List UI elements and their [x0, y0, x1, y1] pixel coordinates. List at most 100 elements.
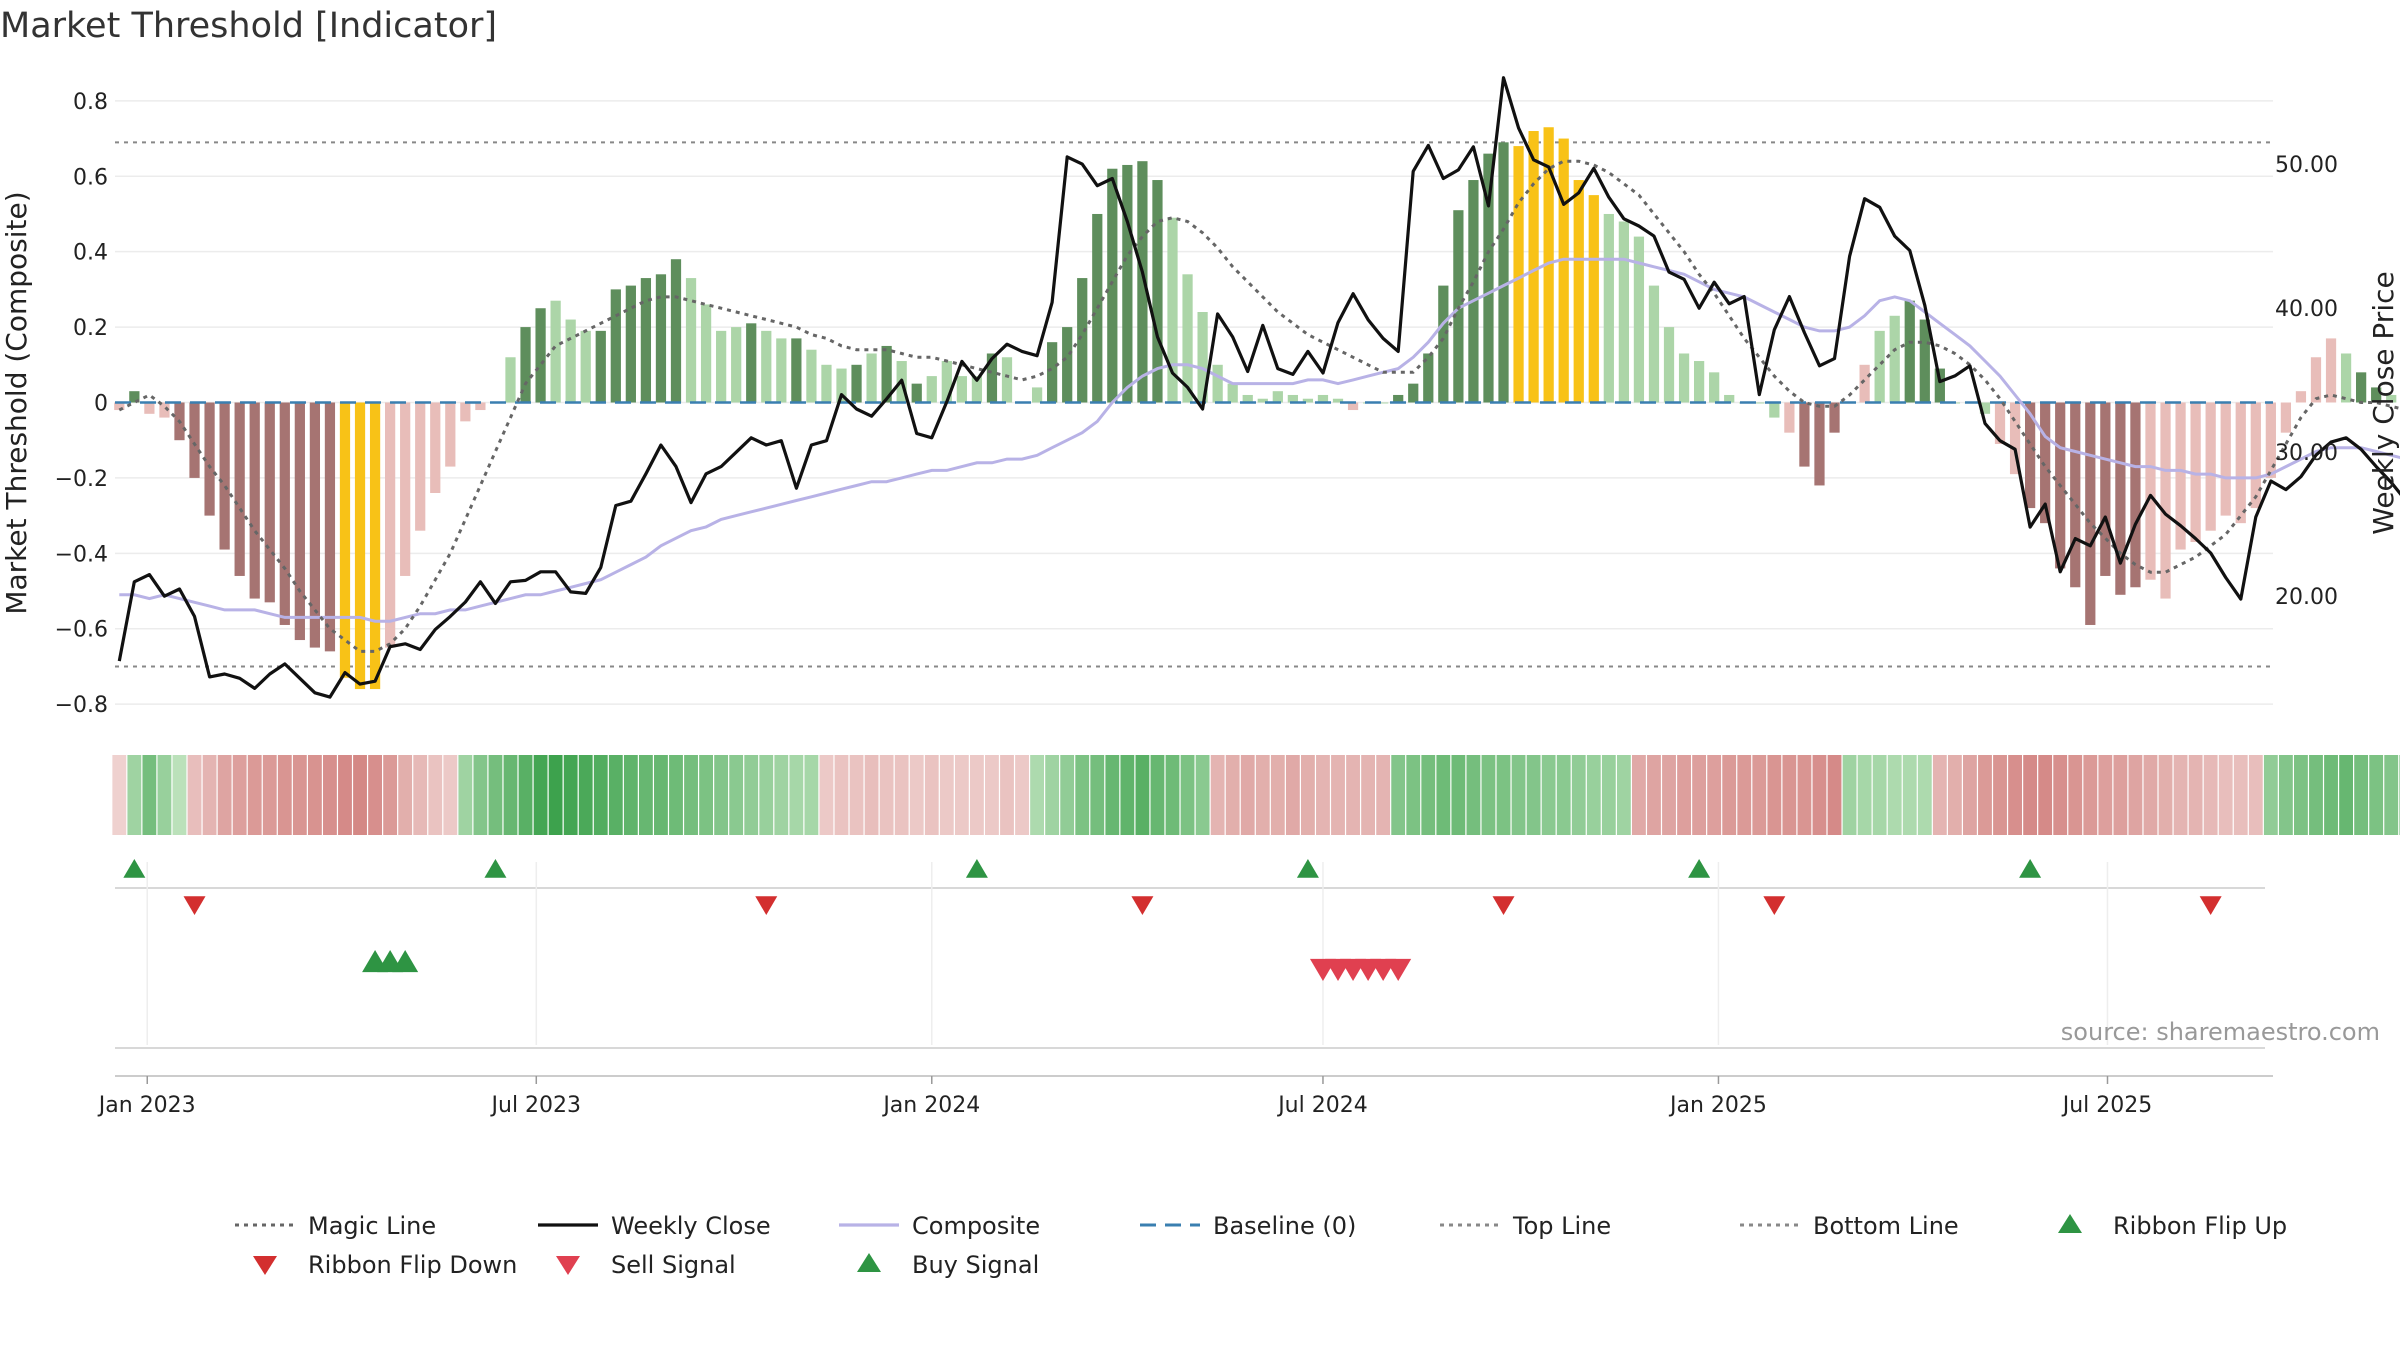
- ribbon-cell: [1707, 755, 1722, 835]
- composite-bar: [806, 349, 817, 403]
- ribbon-cell: [1692, 755, 1707, 835]
- composite-bar: [941, 361, 952, 403]
- composite-bar: [746, 323, 757, 403]
- composite-bar: [1528, 131, 1539, 403]
- ribbon-cell: [383, 755, 398, 835]
- legend-label: Buy Signal: [912, 1251, 1039, 1279]
- ribbon-cell: [443, 755, 458, 835]
- ribbon-cell: [804, 755, 819, 835]
- composite-bar: [234, 402, 245, 576]
- ribbon-cell: [608, 755, 623, 835]
- legend-label: Magic Line: [308, 1212, 436, 1240]
- composite-bar: [2371, 387, 2382, 403]
- ribbon-cell: [157, 755, 172, 835]
- ribbon-cell: [533, 755, 548, 835]
- y-left-tick-label: 0.2: [73, 316, 108, 341]
- ribbon-cell: [1436, 755, 1451, 835]
- ribbon-cell: [684, 755, 698, 835]
- ribbon-cell: [1150, 755, 1165, 835]
- ribbon-cell: [2008, 755, 2022, 835]
- ribbon-cell: [939, 755, 954, 835]
- ribbon-cell: [1993, 755, 2007, 835]
- composite-bar: [971, 376, 983, 403]
- ribbon-cell: [1466, 755, 1481, 835]
- composite-bar: [881, 345, 892, 403]
- ribbon-cell: [2158, 755, 2173, 835]
- legend-swatch: [857, 1253, 881, 1272]
- ribbon-cell: [1406, 755, 1421, 835]
- y-left-tick-label: −0.6: [55, 618, 108, 643]
- composite-bar: [1483, 153, 1494, 403]
- composite-bar: [1693, 361, 1705, 403]
- composite-bar: [2265, 402, 2276, 478]
- composite-bar: [219, 402, 230, 550]
- composite-bar: [1859, 364, 1870, 403]
- composite-bar: [1934, 368, 1945, 403]
- y-left-axis-title: Market Threshold (Composite): [0, 191, 33, 614]
- ribbon-cell: [368, 755, 382, 835]
- composite-bar: [1393, 394, 1404, 403]
- ribbon-cell: [1677, 755, 1691, 835]
- composite-bar: [731, 327, 742, 403]
- composite-bar: [1468, 180, 1479, 403]
- ribbon-cell: [2324, 755, 2338, 835]
- composite-bar: [700, 304, 712, 403]
- ribbon-cell: [1632, 755, 1646, 835]
- ribbon-cell: [353, 755, 367, 835]
- ribbon-cell: [2188, 755, 2203, 835]
- ribbon-cell: [2218, 755, 2233, 835]
- ribbon-cell: [1030, 755, 1045, 835]
- composite-bar: [2025, 402, 2036, 509]
- ribbon-cell: [1421, 755, 1436, 835]
- composite-bar: [400, 402, 411, 576]
- composite-bar: [565, 319, 576, 403]
- ribbon-flip-down-marker: [1492, 896, 1515, 915]
- ribbon-cell: [1300, 755, 1315, 835]
- composite-bar: [1378, 402, 1389, 404]
- composite-bar: [2115, 402, 2126, 595]
- x-tick-label: Jul 2023: [490, 1093, 582, 1118]
- composite-bar: [2040, 402, 2051, 524]
- ribbon-cell: [1225, 755, 1240, 835]
- ribbon-cell: [232, 755, 247, 835]
- legend-swatch: [556, 1256, 580, 1275]
- ribbon-cell: [413, 755, 428, 835]
- legend-label: Baseline (0): [1213, 1212, 1356, 1240]
- composite-bar: [324, 402, 336, 652]
- ribbon-cell: [323, 755, 337, 835]
- y-left-tick-label: −0.8: [55, 693, 108, 718]
- legend-label: Sell Signal: [611, 1251, 736, 1279]
- composite-bar: [1257, 398, 1268, 403]
- ribbon-cell: [2354, 755, 2369, 835]
- composite-bar: [1047, 342, 1058, 403]
- ribbon-cell: [1752, 755, 1767, 835]
- composite-bar: [1754, 402, 1765, 404]
- ribbon-cell: [1842, 755, 1857, 835]
- y-right-tick-label: 50.00: [2275, 153, 2338, 178]
- ribbon-cell: [488, 755, 503, 835]
- magic-line: [118, 159, 2400, 653]
- ribbon-cell: [1737, 755, 1752, 835]
- composite-bar: [1332, 398, 1344, 403]
- composite-bar: [1212, 364, 1223, 403]
- composite-bar: [1979, 402, 1991, 414]
- ribbon-cell: [338, 755, 352, 835]
- composite-bar: [956, 376, 967, 403]
- x-axis: Jan 2023 Jul 2023 Jan 2024 Jul 2024 Jan 2025…: [97, 1075, 2273, 1118]
- weekly-close-line: [117, 76, 2400, 699]
- ribbon-cell: [1195, 755, 1210, 835]
- ribbon-strip: [112, 755, 2400, 835]
- composite-bar: [1122, 164, 1133, 403]
- composite-bar: [354, 402, 366, 690]
- ribbon-cell: [1541, 755, 1556, 835]
- ribbon-flip-up-marker: [2019, 859, 2042, 878]
- x-tick-label: Jan 2023: [97, 1093, 196, 1118]
- ribbon-cell: [1857, 755, 1872, 835]
- composite-bar: [851, 364, 862, 403]
- composite-bar: [2070, 402, 2081, 588]
- ribbon-cell: [864, 755, 879, 835]
- legend-swatch: [253, 1256, 277, 1275]
- signal-rows: [115, 859, 2265, 1049]
- ribbon-cell: [112, 755, 127, 835]
- composite-bar: [1724, 394, 1735, 403]
